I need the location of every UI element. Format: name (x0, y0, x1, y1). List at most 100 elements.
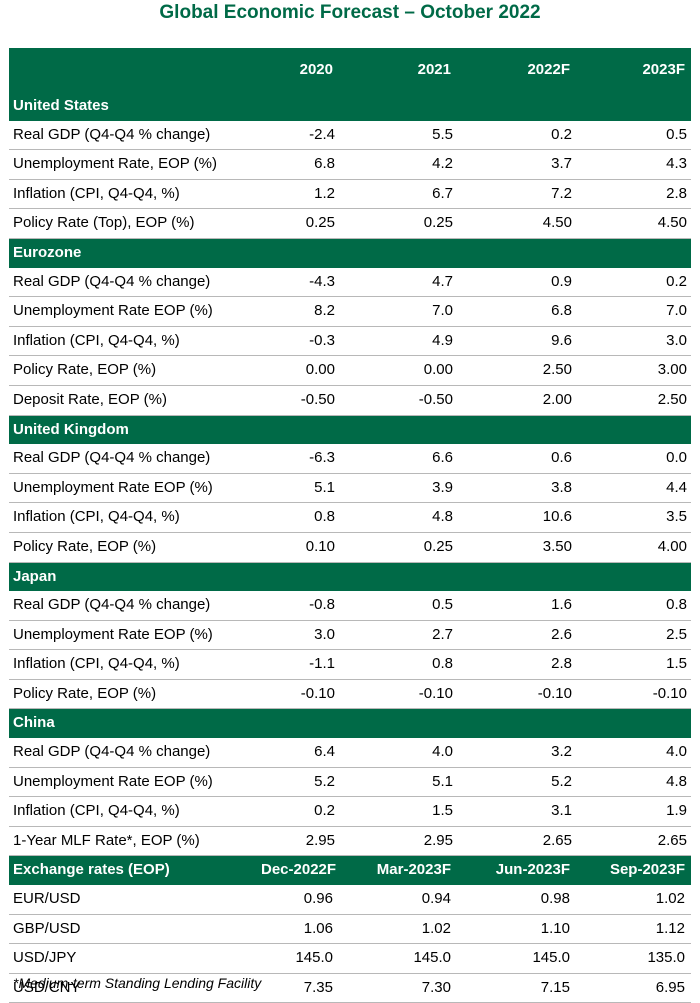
row-value: 2.65 (457, 826, 576, 857)
fx-column-header: Jun-2023F (457, 855, 576, 886)
section-title: China (9, 708, 691, 739)
row-value: 3.9 (339, 473, 457, 504)
row-value: 5.2 (457, 767, 576, 798)
row-label: Policy Rate, EOP (%) (9, 679, 257, 710)
row-label: 1-Year MLF Rate*, EOP (%) (9, 826, 257, 857)
row-value: 0.8 (257, 502, 339, 533)
row-value: 1.9 (576, 796, 691, 827)
row-value: -0.10 (576, 679, 691, 710)
row-value: -0.50 (339, 385, 457, 416)
row-value: 0.00 (339, 355, 457, 386)
row-value: 0.9 (457, 267, 576, 298)
fx-column-header: Mar-2023F (339, 855, 457, 886)
row-label: Policy Rate, EOP (%) (9, 532, 257, 563)
row-value: 0.0 (576, 444, 691, 474)
table-row: Real GDP (Q4-Q4 % change) 6.4 4.0 3.2 4.0 (9, 738, 691, 768)
table-row: Deposit Rate, EOP (%) -0.50 -0.50 2.00 2.50 (9, 385, 691, 416)
row-value: -0.8 (257, 591, 339, 621)
row-value: 6.8 (257, 149, 339, 180)
row-value: 0.25 (257, 208, 339, 239)
fx-value: 0.96 (257, 885, 339, 915)
table-row: Unemployment Rate EOP (%) 3.0 2.7 2.6 2.5 (9, 620, 691, 651)
row-value: 2.95 (257, 826, 339, 857)
row-label: Unemployment Rate EOP (%) (9, 767, 257, 798)
row-value: 3.0 (257, 620, 339, 651)
row-label: Policy Rate, EOP (%) (9, 355, 257, 386)
row-value: -0.10 (257, 679, 339, 710)
page-title: Global Economic Forecast – October 2022 (159, 2, 541, 23)
row-value: 1.2 (257, 179, 339, 210)
row-value: 3.5 (576, 502, 691, 533)
table-row: Policy Rate (Top), EOP (%) 0.25 0.25 4.50 4.… (9, 208, 691, 239)
row-label: Real GDP (Q4-Q4 % change) (9, 738, 257, 768)
fx-value: 1.06 (257, 914, 339, 945)
table-row: Real GDP (Q4-Q4 % change) -4.3 4.7 0.9 0.2 (9, 267, 691, 298)
row-value: 2.95 (339, 826, 457, 857)
row-label: Unemployment Rate, EOP (%) (9, 149, 257, 180)
row-label: Inflation (CPI, Q4-Q4, %) (9, 649, 257, 680)
row-label: Policy Rate (Top), EOP (%) (9, 208, 257, 239)
row-value: 3.7 (457, 149, 576, 180)
section-title: Japan (9, 562, 691, 592)
table-row: Real GDP (Q4-Q4 % change) -2.4 5.5 0.2 0.5 (9, 120, 691, 151)
row-value: 4.0 (339, 738, 457, 768)
forecast-table: 2020 2021 2022F 2023F United States Real GDP … (9, 48, 691, 1003)
row-value: 4.3 (576, 149, 691, 180)
row-value: 0.25 (339, 532, 457, 563)
row-value: 7.0 (339, 296, 457, 327)
row-value: -0.50 (257, 385, 339, 416)
fx-row: EUR/USD 0.96 0.94 0.98 1.02 (9, 885, 691, 915)
table-row: Inflation (CPI, Q4-Q4, %) 0.2 1.5 3.1 1.9 (9, 796, 691, 827)
fx-column-header: Sep-2023F (576, 855, 691, 886)
row-value: 4.50 (457, 208, 576, 239)
row-value: 2.50 (576, 385, 691, 416)
row-label: Unemployment Rate EOP (%) (9, 620, 257, 651)
row-value: 3.8 (457, 473, 576, 504)
row-value: 2.8 (576, 179, 691, 210)
table-row: Inflation (CPI, Q4-Q4, %) -1.1 0.8 2.8 1.5 (9, 649, 691, 680)
fx-column-header: Exchange rates (EOP) (9, 855, 257, 886)
row-value: 0.6 (457, 444, 576, 474)
row-value: 1.6 (457, 591, 576, 621)
row-value: 2.8 (457, 649, 576, 680)
table-row: Unemployment Rate EOP (%) 5.2 5.1 5.2 4.8 (9, 767, 691, 798)
row-value: 0.2 (576, 267, 691, 298)
fx-value: 1.02 (339, 914, 457, 945)
fx-value: 145.0 (339, 943, 457, 974)
row-value: 2.7 (339, 620, 457, 651)
section-header-row: Eurozone (9, 238, 691, 268)
row-value: 7.2 (457, 179, 576, 210)
table-row: 1-Year MLF Rate*, EOP (%) 2.95 2.95 2.65 2.6… (9, 826, 691, 857)
row-value: 5.2 (257, 767, 339, 798)
table-row: Policy Rate, EOP (%) 0.00 0.00 2.50 3.00 (9, 355, 691, 386)
row-value: 0.5 (576, 120, 691, 151)
fx-pair-label: EUR/USD (9, 885, 257, 915)
row-value: -6.3 (257, 444, 339, 474)
row-value: 0.8 (339, 649, 457, 680)
row-value: 3.00 (576, 355, 691, 386)
row-value: 5.1 (339, 767, 457, 798)
fx-value: 7.15 (457, 973, 576, 1003)
row-value: 0.5 (339, 591, 457, 621)
table-row: Real GDP (Q4-Q4 % change) -6.3 6.6 0.6 0.0 (9, 444, 691, 474)
section-title: United States (9, 92, 691, 121)
row-label: Unemployment Rate EOP (%) (9, 296, 257, 327)
row-value: 1.5 (576, 649, 691, 680)
row-value: 9.6 (457, 326, 576, 357)
row-value: 4.7 (339, 267, 457, 298)
column-header: 2021 (339, 48, 457, 92)
row-label: Real GDP (Q4-Q4 % change) (9, 120, 257, 151)
row-label: Inflation (CPI, Q4-Q4, %) (9, 796, 257, 827)
fx-row: USD/CNY 7.35 7.30 7.15 6.95 (9, 973, 691, 1003)
fx-pair-label: GBP/USD (9, 914, 257, 945)
row-label: Inflation (CPI, Q4-Q4, %) (9, 502, 257, 533)
fx-value: 145.0 (257, 943, 339, 974)
fx-row: GBP/USD 1.06 1.02 1.10 1.12 (9, 914, 691, 945)
section-header-row: United Kingdom (9, 415, 691, 445)
row-label: Unemployment Rate EOP (%) (9, 473, 257, 504)
section-header-row: Japan (9, 562, 691, 592)
row-value: 6.8 (457, 296, 576, 327)
fx-value: 6.95 (576, 973, 691, 1003)
footnote: *Medium-term Standing Lending Facility (13, 975, 262, 991)
row-value: 2.5 (576, 620, 691, 651)
